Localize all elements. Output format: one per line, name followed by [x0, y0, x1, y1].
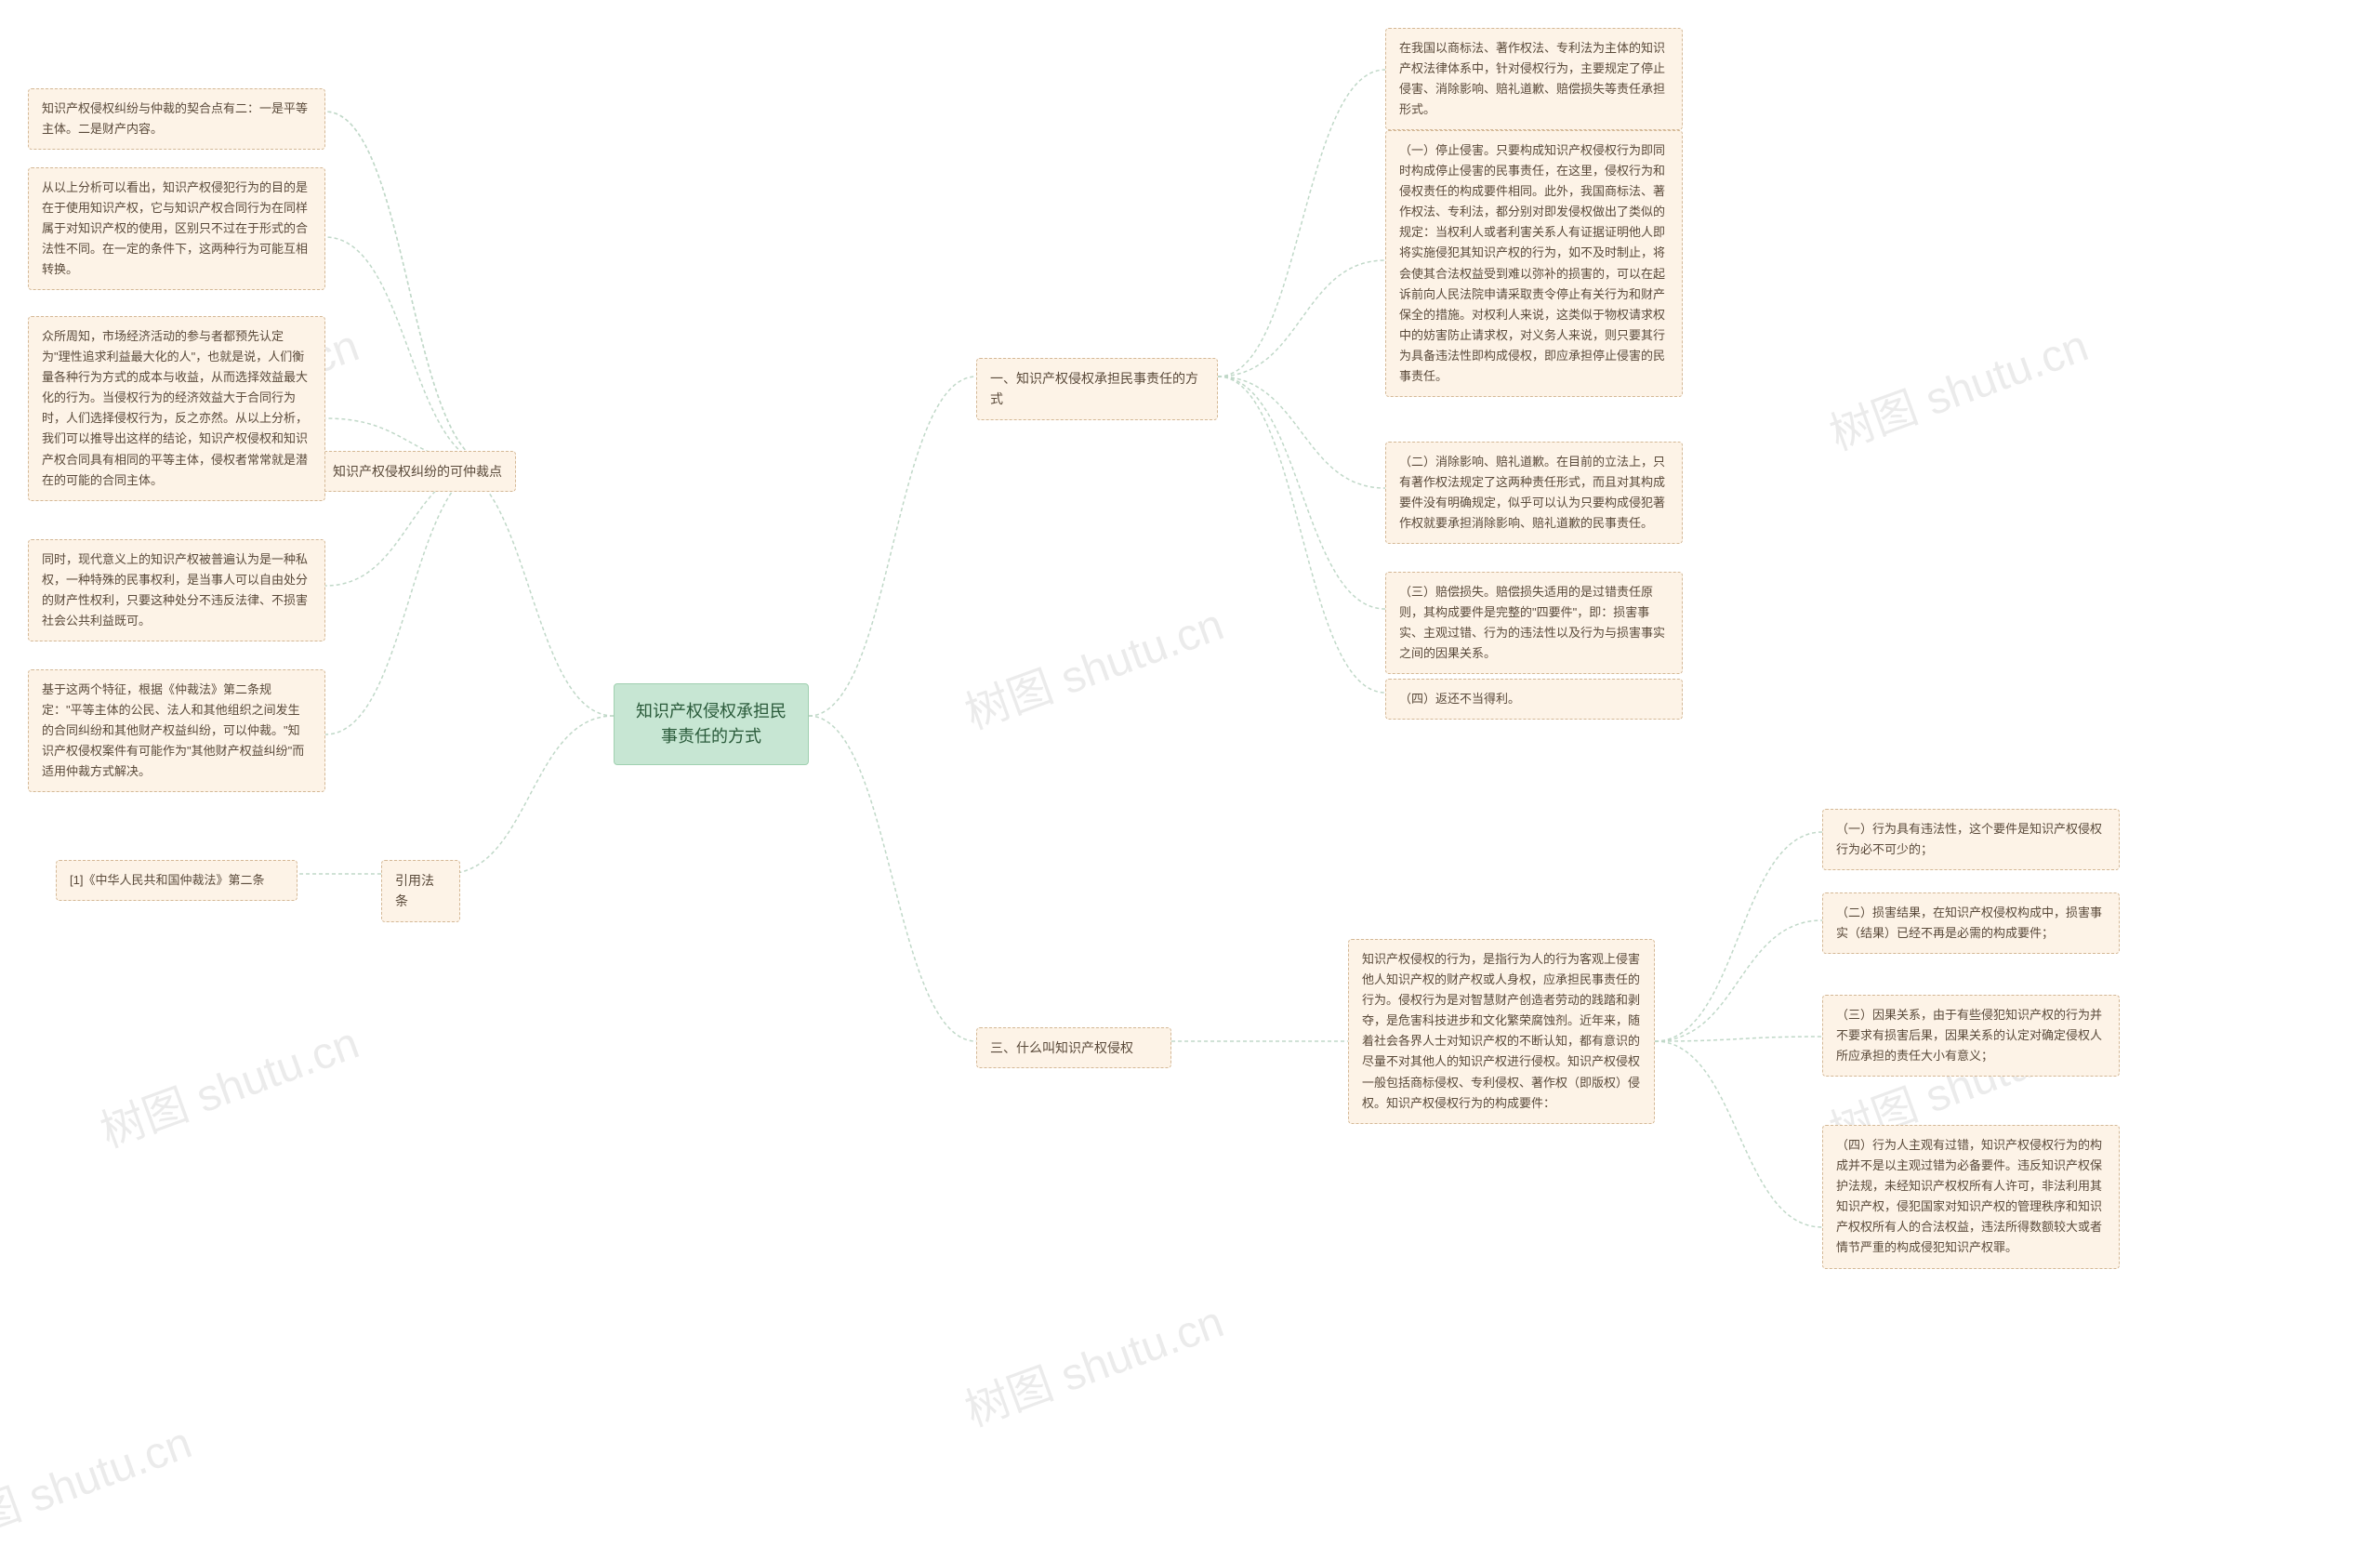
leaf-b1-2: （一）停止侵害。只要构成知识产权侵权行为即同时构成停止侵害的民事责任，在这里，侵…: [1385, 130, 1683, 397]
center-node: 知识产权侵权承担民事责任的方式: [614, 683, 809, 765]
leaf-b3-1: （一）行为具有违法性，这个要件是知识产权侵权行为必不可少的；: [1822, 809, 2120, 870]
leaf-b1-4: （三）赔偿损失。赔偿损失适用的是过错责任原则，其构成要件是完整的"四要件"，即：…: [1385, 572, 1683, 674]
branch-3: 三、什么叫知识产权侵权: [976, 1027, 1171, 1068]
watermark: 树图 shutu.cn: [0, 1406, 199, 1559]
leaf-b2-1: 知识产权侵权纠纷与仲裁的契合点有二：一是平等主体。二是财产内容。: [28, 88, 325, 150]
leaf-b1-1: 在我国以商标法、著作权法、专利法为主体的知识产权法律体系中，针对侵权行为，主要规…: [1385, 28, 1683, 130]
connectors: [0, 0, 2380, 1501]
leaf-ref-1: [1]《中华人民共和国仲裁法》第二条: [56, 860, 298, 901]
leaf-b3-2: （二）损害结果，在知识产权侵权构成中，损害事实（结果）已经不再是必需的构成要件；: [1822, 892, 2120, 954]
branch-1: 一、知识产权侵权承担民事责任的方式: [976, 358, 1218, 420]
watermark: 树图 shutu.cn: [955, 1285, 1231, 1438]
leaf-b1-5: （四）返还不当得利。: [1385, 679, 1683, 720]
leaf-b1-3: （二）消除影响、赔礼道歉。在目前的立法上，只有著作权法规定了这两种责任形式，而且…: [1385, 442, 1683, 544]
leaf-b2-5: 基于这两个特征，根据《仲裁法》第二条规定："平等主体的公民、法人和其他组织之间发…: [28, 669, 325, 792]
leaf-b2-2: 从以上分析可以看出，知识产权侵犯行为的目的是在于使用知识产权，它与知识产权合同行…: [28, 167, 325, 290]
watermark: 树图 shutu.cn: [955, 588, 1231, 741]
leaf-b3-intro: 知识产权侵权的行为，是指行为人的行为客观上侵害他人知识产权的财产权或人身权，应承…: [1348, 939, 1655, 1124]
leaf-b2-3: 众所周知，市场经济活动的参与者都预先认定为"理性追求利益最大化的人"，也就是说，…: [28, 316, 325, 501]
watermark: 树图 shutu.cn: [90, 1006, 366, 1159]
leaf-b3-3: （三）因果关系，由于有些侵犯知识产权的行为并不要求有损害后果，因果关系的认定对确…: [1822, 995, 2120, 1077]
leaf-b3-4: （四）行为人主观有过错，知识产权侵权行为的构成并不是以主观过错为必备要件。违反知…: [1822, 1125, 2120, 1269]
watermark: 树图 shutu.cn: [1819, 309, 2096, 462]
leaf-b2-4: 同时，现代意义上的知识产权被普遍认为是一种私权，一种特殊的民事权利，是当事人可以…: [28, 539, 325, 641]
branch-ref: 引用法条: [381, 860, 460, 922]
